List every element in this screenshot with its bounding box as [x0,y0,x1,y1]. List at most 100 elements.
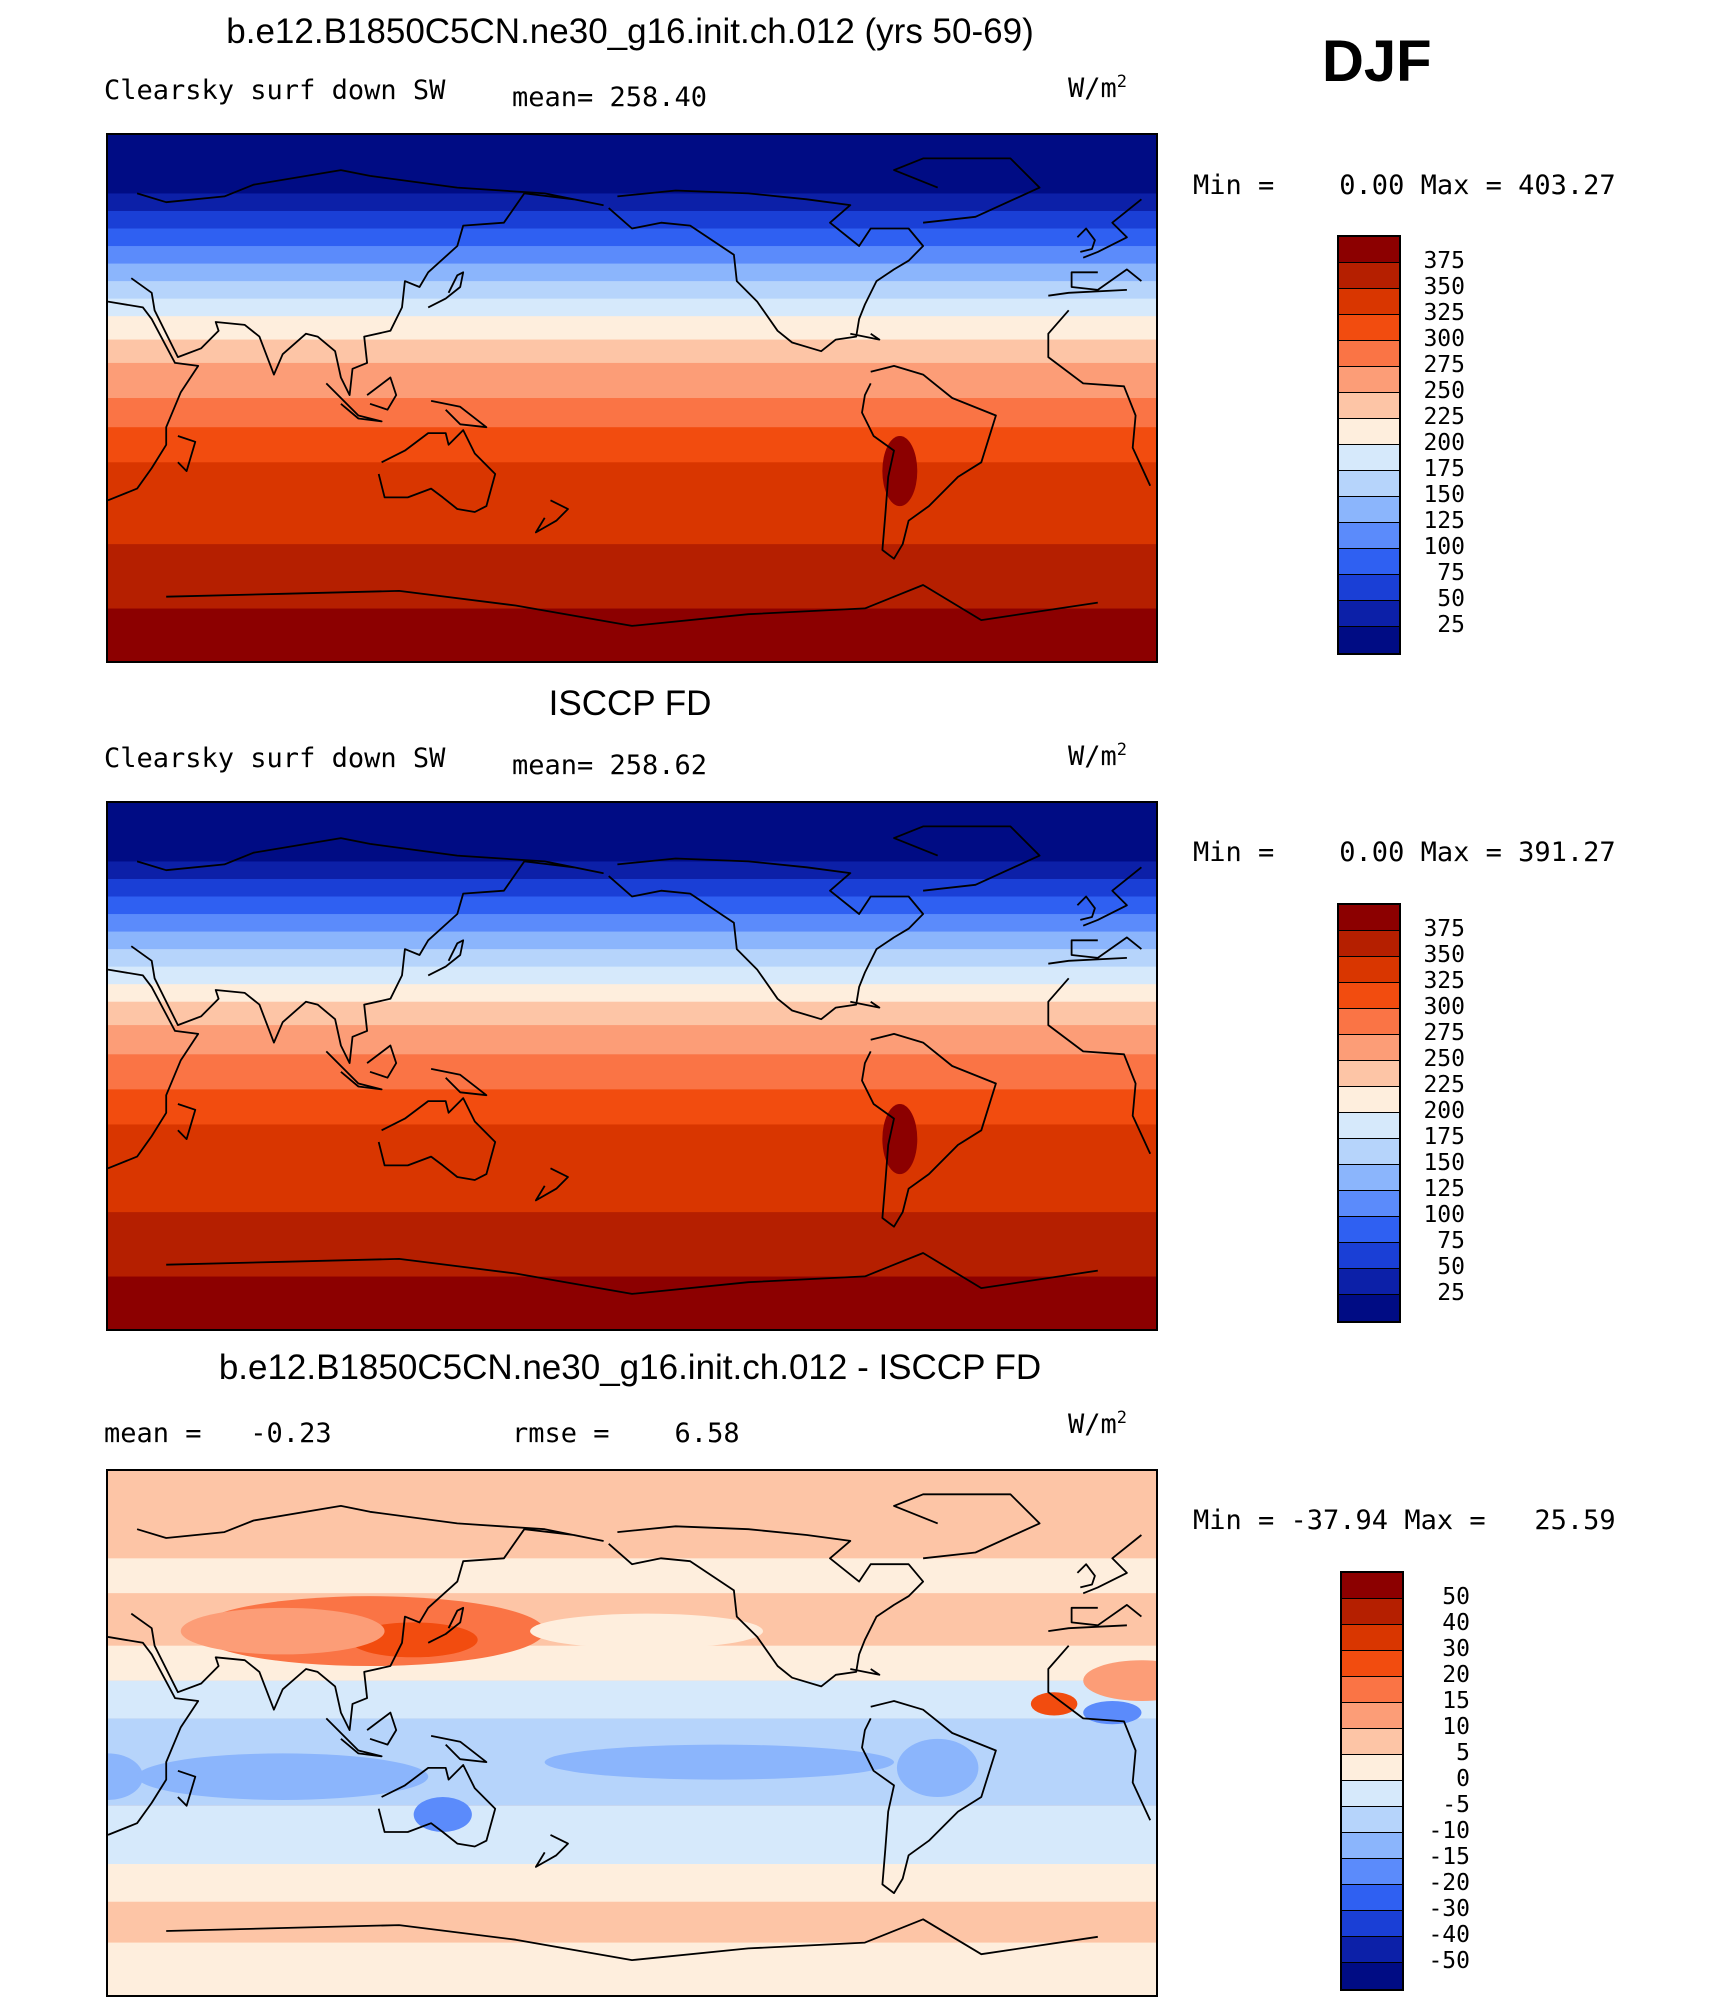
contour-band [108,1276,1156,1329]
colorbar-label: 125 [1423,1176,1465,1202]
colorbar-label: -5 [1442,1792,1470,1818]
colorbar-label: 225 [1423,1072,1465,1098]
colorbar-label: 50 [1442,1584,1470,1610]
map-panel [106,1469,1158,1997]
coastline [535,499,569,534]
colorbar [1337,235,1401,655]
coastline [1076,895,1096,921]
colorbar-swatch [1339,341,1399,367]
units-label: W/m2 [1068,740,1128,772]
colorbar-swatch [1339,575,1399,601]
contour-band [108,281,1156,300]
contour-band [108,362,1156,399]
colorbar-label: 325 [1423,968,1465,994]
contour-band [108,135,1156,194]
coastline [377,1764,497,1848]
colorbar-label: 150 [1423,1150,1465,1176]
coastline [427,1606,465,1644]
colorbar-label: 25 [1437,612,1465,638]
contour-band [108,1001,1156,1026]
colorbar-label: 175 [1423,1124,1465,1150]
colorbar-swatch [1339,1269,1399,1295]
contour-blob [544,1744,894,1780]
coastline [861,1700,997,1894]
colorbar-swatch [1339,1165,1399,1191]
colorbar-swatch [1342,1937,1402,1963]
coastline [108,1624,1152,1836]
colorbar-swatch [1339,523,1399,549]
contour-band [108,949,1156,968]
coastline [427,939,465,977]
coastline [430,1735,488,1763]
coastline [108,289,1152,502]
contour-band [108,246,1156,265]
colorbar-label: 250 [1423,378,1465,404]
mean-label: mean = -0.23 [104,1418,332,1449]
colorbar-swatch [1339,905,1399,931]
colorbar-label: 10 [1442,1714,1470,1740]
colorbar-label: 250 [1423,1046,1465,1072]
contour-band [108,263,1156,282]
colorbar-swatch [1339,419,1399,445]
colorbar-label: 275 [1423,1020,1465,1046]
colorbar-swatch [1339,983,1399,1009]
colorbar-swatch [1339,497,1399,523]
contour-band [108,1124,1156,1213]
contour-band [108,608,1156,661]
contour-blob [180,1607,385,1655]
coastline [130,837,1142,1064]
colorbar-swatch [1339,601,1399,627]
mean-label: mean= 258.62 [512,750,708,781]
colorbar-label: 375 [1423,916,1465,942]
colorbar-label: 15 [1442,1688,1470,1714]
mean-label: mean= 258.40 [512,82,708,113]
units-label: W/m2 [1068,1408,1128,1440]
contour-band [108,896,1156,915]
colorbar-label: 125 [1423,508,1465,534]
contour-blob [882,1103,918,1175]
coastline [1076,227,1096,253]
colorbar-swatch [1342,1807,1402,1833]
colorbar-swatch [1342,1703,1402,1729]
coastline [608,1525,924,1688]
contour-band [108,210,1156,230]
colorbar-swatch [1342,1677,1402,1703]
coastline [177,1103,197,1140]
colorbar-label: 300 [1423,994,1465,1020]
colorbar-swatch [1342,1573,1402,1599]
contour-blob [1083,1700,1142,1725]
contour-blob [137,1753,429,1800]
contour-band [108,1025,1156,1055]
colorbar-label: 150 [1423,482,1465,508]
colorbar-swatch [1339,1295,1399,1321]
colorbar-label: 325 [1423,300,1465,326]
contour-band [108,878,1156,898]
coastline [850,332,881,341]
colorbar-label: 100 [1423,534,1465,560]
colorbar-swatch [1342,1651,1402,1677]
contour-map [108,1471,1156,1995]
coastline [850,1000,881,1009]
colorbar-swatch [1342,1885,1402,1911]
coastline [366,1044,398,1079]
colorbar-label: 350 [1423,274,1465,300]
colorbar-label: 350 [1423,942,1465,968]
colorbar-swatch [1339,1217,1399,1243]
colorbar-label: -30 [1428,1896,1470,1922]
colorbar-label: -10 [1428,1818,1470,1844]
rmse-label: rmse = 6.58 [512,1418,740,1449]
min-max-label: Min = -37.94 Max = 25.59 [1193,1505,1616,1536]
contour-band [108,1089,1156,1125]
colorbar [1340,1571,1404,1991]
coastline [108,957,1152,1170]
contour-band [108,298,1156,317]
colorbar-swatch [1339,237,1399,263]
contour-blob [896,1738,979,1798]
colorbar-swatch [1339,367,1399,393]
colorbar-label: 25 [1437,1280,1465,1306]
coastline [861,1033,997,1228]
colorbar-swatch [1342,1599,1402,1625]
coastline [893,1493,1041,1560]
coastline [166,1918,1098,1961]
contour-blob [108,1753,143,1800]
